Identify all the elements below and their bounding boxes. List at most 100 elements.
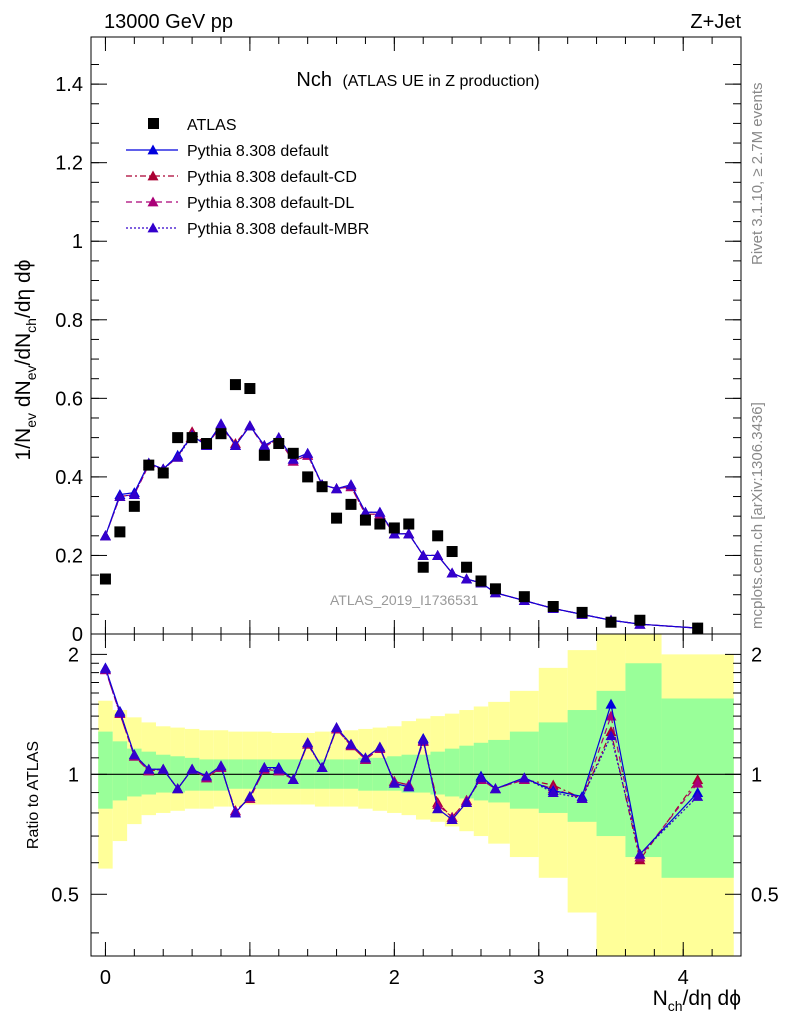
ratio-bands xyxy=(91,634,741,956)
y-tick-label-ratio: 2 xyxy=(68,644,79,666)
band-inner xyxy=(625,663,662,858)
atlas-point xyxy=(201,438,213,450)
main-series xyxy=(99,379,704,634)
main-panel: 0 0.2 0.4 0.6 0.8 1 1.2 1.4 Nch (ATLAS UE in Z … xyxy=(55,36,742,646)
series-mbr-ratio-point xyxy=(114,706,126,717)
series-mbr-ratio-point xyxy=(258,762,270,772)
atlas-point xyxy=(518,591,530,603)
plot-title-sub: (ATLAS UE in Z production) xyxy=(342,73,539,90)
main-ticks: 0 0.2 0.4 0.6 0.8 1 1.2 1.4 xyxy=(55,37,741,646)
band-inner xyxy=(416,754,431,793)
plot-title-main: Nch xyxy=(296,69,332,91)
band-inner xyxy=(444,748,460,797)
atlas-point xyxy=(229,379,241,391)
series-mbr-ratio-point xyxy=(244,790,256,801)
series-mbr-point xyxy=(374,506,386,517)
atlas-point xyxy=(432,530,444,542)
x-tick-label: 1 xyxy=(244,967,255,989)
y-tick-label-main: 1.4 xyxy=(55,74,83,96)
series-mbr-point xyxy=(172,451,184,462)
atlas-point xyxy=(417,561,429,573)
atlas-point xyxy=(244,383,256,395)
y-tick-label-main: 0.4 xyxy=(55,467,83,489)
series-mbr-ratio-point xyxy=(417,734,429,745)
atlas-point xyxy=(446,546,458,558)
y-tick-label-main: 0.2 xyxy=(55,545,83,567)
series-mbr-ratio-point xyxy=(186,763,198,774)
series-mbr-point xyxy=(114,491,126,501)
atlas-point xyxy=(273,438,285,450)
series-mbr-ratio-point xyxy=(388,777,400,788)
series-mbr-point xyxy=(99,530,111,541)
y-tick-label-ratio: 1 xyxy=(68,764,79,786)
atlas-point xyxy=(287,447,299,459)
y-tick-label-main: 0.6 xyxy=(55,388,83,410)
band-inner xyxy=(401,754,416,793)
series-mbr-ratio-point xyxy=(692,790,704,801)
series-mbr-ratio-point xyxy=(403,781,415,792)
atlas-point xyxy=(302,471,314,483)
series-mbr-point xyxy=(302,447,314,458)
y-tick-label-ratio-right: 0.5 xyxy=(751,884,779,906)
band-inner xyxy=(156,754,171,793)
series-mbr-ratio-point xyxy=(605,730,617,741)
process-label: Z+Jet xyxy=(690,11,741,33)
series-mbr-ratio-point xyxy=(374,741,386,752)
atlas-point xyxy=(461,561,473,573)
series-mbr-ratio-point xyxy=(634,848,646,859)
atlas-point xyxy=(114,526,126,538)
x-tick-label: 3 xyxy=(533,967,544,989)
atlas-point xyxy=(143,459,155,471)
legend-marker-cd xyxy=(147,170,159,181)
series-mbr-point xyxy=(461,573,473,584)
y-tick-label-main: 1 xyxy=(72,231,83,253)
series-mbr-ratio-point xyxy=(157,763,169,774)
ratio-ylabel: Ratio to ATLAS xyxy=(25,741,42,849)
band-inner xyxy=(98,731,113,809)
series-mbr-ratio-point xyxy=(287,774,299,785)
series-mbr-ratio-point xyxy=(302,737,314,748)
watermark: ATLAS_2019_I1736531 xyxy=(330,592,479,608)
series-mbr-ratio-point xyxy=(489,783,501,794)
x-tick-label: 0 xyxy=(100,967,111,989)
series-mbr-ratio-point xyxy=(128,749,140,760)
band-inner xyxy=(509,731,539,809)
series-mbr-point xyxy=(215,418,227,429)
series-mbr-ratio-point xyxy=(229,807,241,818)
atlas-point xyxy=(374,518,386,530)
series-mbr-ratio-point xyxy=(518,772,530,783)
plot-title: Nch (ATLAS UE in Z production) xyxy=(296,69,539,91)
atlas-point xyxy=(475,575,487,587)
series-mbr-ratio-point xyxy=(359,752,371,763)
x-tick-label: 4 xyxy=(678,967,689,989)
series-dl-ratio-point xyxy=(692,777,704,788)
atlas-point xyxy=(547,601,559,613)
mcplots-label: mcplots.cern.ch [arXiv:1306.3436] xyxy=(749,402,766,629)
series-mbr-ratio-point xyxy=(215,760,227,771)
series-mbr-ratio-point xyxy=(547,787,559,797)
series-mbr-ratio-point xyxy=(316,762,328,772)
series-mbr-ratio-point xyxy=(143,763,155,774)
ratio-series xyxy=(99,662,704,865)
y-tick-label-main: 1.2 xyxy=(55,153,83,175)
legend: ATLAS Pythia 8.308 default Pythia 8.308 de… xyxy=(126,117,369,238)
ratio-panel: 0 1 2 3 4 0.5 0.5 1 1 2 2 xyxy=(51,633,779,989)
series-mbr-ratio-point xyxy=(331,722,343,733)
series-mbr-point xyxy=(432,549,444,560)
legend-marker-dl xyxy=(147,196,159,207)
atlas-point xyxy=(403,518,415,530)
band-inner xyxy=(430,751,445,795)
legend-label: ATLAS xyxy=(187,117,237,134)
series-mbr-point xyxy=(244,420,256,431)
y-tick-label-main: 0 xyxy=(72,624,83,646)
atlas-point xyxy=(258,449,270,461)
y-tick-label-ratio-right: 2 xyxy=(751,644,762,666)
energy-label: 13000 GeV pp xyxy=(104,11,233,33)
series-mbr-ratio-point xyxy=(99,663,111,674)
series-mbr-ratio-point xyxy=(201,770,213,781)
series-mbr-point xyxy=(417,549,429,560)
atlas-point xyxy=(186,432,198,444)
series-mbr-ratio-point xyxy=(432,803,444,814)
legend-marker-default xyxy=(147,144,159,155)
